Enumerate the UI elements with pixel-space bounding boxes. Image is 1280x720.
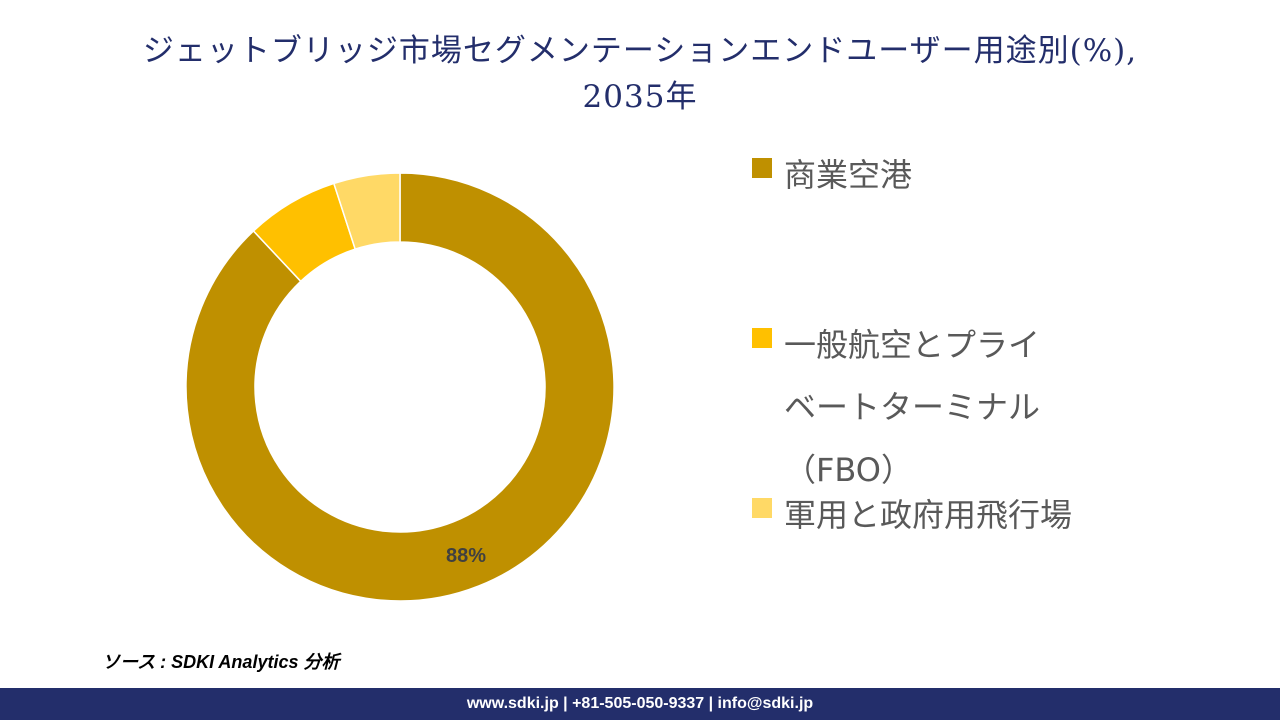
legend-item-general-aviation-fbo: 一般航空とプライ ベートターミナル （FBO） — [752, 314, 1104, 502]
chart-title-line1: ジェットブリッジ市場セグメンテーションエンドユーザー用途別(%), — [142, 33, 1138, 69]
legend-label: 商業空港 — [784, 156, 913, 194]
donut-slice-0 — [185, 172, 615, 602]
data-label-commercial: 88% — [446, 545, 486, 567]
legend-label: 一般航空とプライ ベートターミナル （FBO） — [784, 314, 1104, 502]
chart-title: ジェットブリッジ市場セグメンテーションエンドユーザー用途別(%), 2035年 — [0, 28, 1280, 120]
chart-title-line2: 2035年 — [582, 79, 698, 115]
legend-label: 軍用と政府用飛行場 — [784, 496, 1073, 534]
legend-label-line: ベートターミナル — [784, 388, 1041, 426]
donut-slices — [185, 172, 615, 602]
footer-contact-bar: www.sdki.jp | +81-505-050-9337 | info@sd… — [0, 688, 1280, 720]
legend-item-commercial-airports: 商業空港 — [752, 144, 1104, 206]
legend-item-military-government: 軍用と政府用飛行場 — [752, 484, 1104, 546]
legend-swatch-icon — [752, 328, 772, 348]
legend-label-line: 一般航空とプライ — [784, 326, 1041, 364]
legend-swatch-icon — [752, 498, 772, 518]
donut-slice-2 — [332, 172, 401, 251]
legend-swatch-icon — [752, 158, 772, 178]
legend-label-line: （FBO） — [784, 451, 913, 489]
source-note: ソース : SDKI Analytics 分析 — [102, 652, 340, 672]
